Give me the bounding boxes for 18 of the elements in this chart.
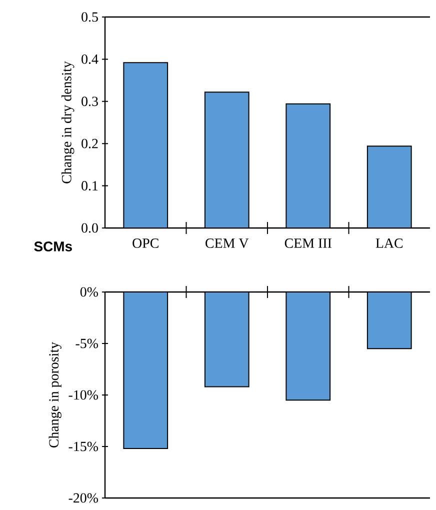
y-tick-label: 0% (80, 287, 98, 297)
x-tick-label: CEM V (206, 238, 249, 248)
y-tick-label: 0.1 (82, 181, 98, 191)
y-tick-label: 0.5 (82, 12, 98, 22)
y-axis-title: Change in porosity (48, 342, 62, 448)
y-tick-label: -20% (68, 493, 98, 503)
x-tick-label: CEM III (284, 238, 332, 248)
y-tick-label: -10% (68, 390, 98, 400)
y-tick-label: -5% (76, 338, 98, 348)
y-tick-label: -15% (68, 442, 98, 452)
y-tick-label: 0.4 (82, 54, 98, 64)
x-axis-title: SCMs (34, 242, 72, 252)
y-tick-label: 0.0 (82, 223, 98, 233)
y-tick-label: 0.2 (82, 138, 98, 148)
x-tick-label: OPC (132, 238, 158, 248)
y-tick-label: 0.3 (82, 96, 98, 106)
x-tick-label: LAC (376, 238, 403, 248)
y-axis-title: Change in dry density (62, 61, 74, 184)
